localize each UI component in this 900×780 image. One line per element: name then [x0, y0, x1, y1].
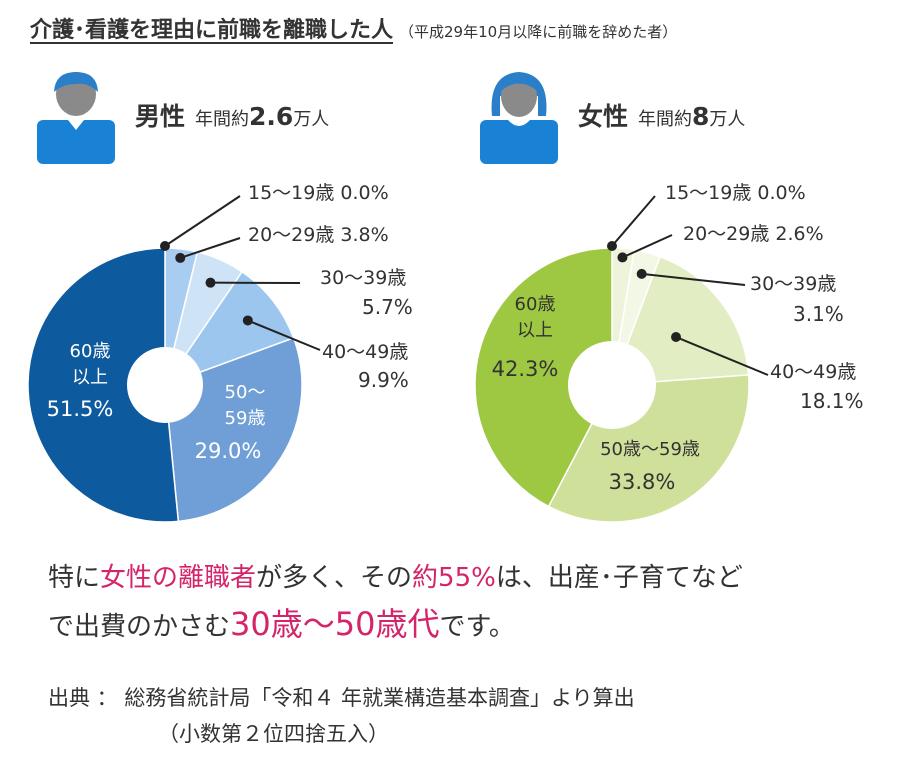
leader-line: [611, 195, 656, 247]
tick-label: 40～49歳: [770, 361, 856, 383]
page-title: 介護･看護を理由に前職を離職した人 （平成29年10月以降に前職を辞めた者）: [30, 12, 677, 44]
male-gender: 男性: [135, 102, 186, 131]
summary-line-2: で出費のかさむ30歳～50歳代です。: [48, 601, 743, 650]
tick-label: 20～29歳 2.6%: [683, 223, 824, 245]
data-label: 18.1%: [800, 389, 864, 413]
tick-label: 15～19歳 0.0%: [248, 182, 389, 204]
inner-label: 50～: [225, 382, 266, 403]
leader-line: [164, 195, 241, 247]
female-title: 女性 年間約8万人: [578, 97, 745, 133]
leader-dot: [242, 315, 253, 326]
tick-label: 30～39歳: [750, 273, 836, 295]
data-label: 9.9%: [358, 368, 409, 392]
male-person-icon: [37, 72, 115, 164]
male-prefix: 年間約: [195, 109, 250, 130]
leader-dot: [671, 332, 682, 343]
inner-label: 60歳: [70, 341, 111, 362]
source-note: 出典 ： 総務省統計局「令和４ 年就業構造基本調査」より算出 （小数第２位四捨五…: [48, 680, 635, 752]
summary-text: 特に女性の離職者が多く、その約55%は、出産･子育てなど で出費のかさむ30歳～…: [48, 555, 743, 650]
title-main: 介護･看護を理由に前職を離職した人: [30, 18, 394, 43]
inner-label: 59歳: [225, 408, 266, 429]
female-unit: 万人: [709, 109, 746, 130]
inner-label: 以上: [72, 367, 108, 388]
female-number: 8: [692, 102, 710, 131]
inner-label: 以上: [517, 320, 553, 341]
data-label: 42.3%: [492, 357, 559, 381]
data-label: 5.7%: [362, 295, 413, 319]
donut-hole: [568, 341, 656, 429]
donut-hole: [127, 347, 203, 423]
leader-line: [641, 272, 746, 286]
summary-part: 特に: [48, 563, 101, 593]
leader-dot: [636, 268, 647, 279]
tick-label: 20～29歳 3.8%: [248, 224, 389, 246]
summary-part: は、出産･子育てなど: [495, 563, 743, 593]
leader-dot: [205, 277, 216, 288]
inner-label: 50歳～59歳: [600, 439, 700, 460]
data-label: 33.8%: [609, 470, 676, 494]
tick-label: 15～19歳 0.0%: [665, 182, 806, 204]
leader-line: [622, 234, 673, 259]
inner-label: 60歳: [515, 294, 556, 315]
summary-highlight: 約55%: [412, 563, 496, 593]
male-unit: 万人: [293, 109, 330, 130]
female-person-icon: [480, 72, 558, 164]
summary-part: が多く、その: [256, 563, 413, 593]
data-label: 51.5%: [47, 397, 114, 421]
leader-dot: [175, 252, 186, 263]
leader-line: [179, 237, 241, 259]
title-sub: （平成29年10月以降に前職を辞めた者）: [399, 23, 678, 41]
data-label: 29.0%: [195, 439, 262, 463]
source-line-2: （小数第２位四捨五入）: [158, 722, 389, 746]
summary-highlight: 女性の離職者: [100, 563, 257, 593]
pie-slice: [163, 270, 295, 387]
summary-highlight: 30歳～50歳代: [230, 605, 440, 643]
male-title: 男性 年間約2.6万人: [135, 97, 329, 133]
summary-part: で出費のかさむ: [48, 612, 231, 642]
tick-label: 40～49歳: [322, 341, 408, 363]
leader-dot: [607, 241, 617, 251]
summary-part: です。: [439, 612, 515, 642]
leader-line: [247, 319, 321, 351]
female-prefix: 年間約: [638, 109, 693, 130]
pie-slice: [474, 247, 613, 508]
data-label: 3.1%: [793, 302, 844, 326]
pie-slice: [27, 247, 180, 523]
summary-line-1: 特に女性の離職者が多く、その約55%は、出産･子育てなど: [48, 555, 743, 601]
leader-dot: [617, 252, 628, 263]
female-gender: 女性: [578, 102, 629, 131]
male-number: 2.6: [249, 102, 294, 131]
leader-dot: [160, 241, 170, 251]
leader-line: [675, 336, 769, 376]
donut-charts: 15～19歳 0.0% 20～29歳 3.8% 30～39歳 5.7% 40～49歳 9.…: [27, 182, 864, 523]
source-line-1: 出典 ： 総務省統計局「令和４ 年就業構造基本調査」より算出: [48, 686, 635, 710]
tick-label: 30～39歳: [320, 267, 406, 289]
